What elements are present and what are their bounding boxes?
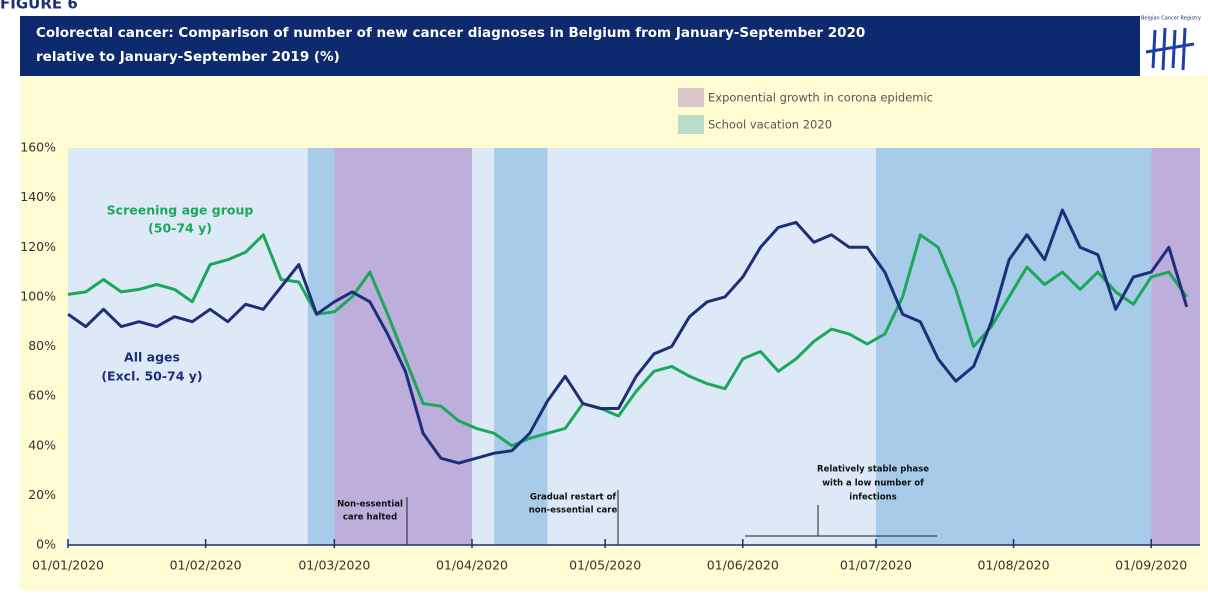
legend-swatch <box>678 115 704 134</box>
y-tick-label: 0% <box>36 537 56 552</box>
x-tick-label: 01/08/2020 <box>978 558 1050 573</box>
x-tick-label: 01/07/2020 <box>840 558 912 573</box>
annotation: Non-essential <box>337 500 403 510</box>
shaded-period <box>307 148 335 545</box>
shaded-period <box>1151 148 1200 545</box>
series-label: Screening age group <box>107 203 254 218</box>
series-label: All ages <box>124 350 180 365</box>
annotation: care halted <box>343 513 397 523</box>
x-tick-label: 01/01/2020 <box>32 558 104 573</box>
y-tick-label: 100% <box>20 288 56 303</box>
legend-swatch <box>678 88 704 107</box>
x-tick-label: 01/02/2020 <box>170 558 242 573</box>
annotation: non-essential care <box>529 506 618 516</box>
series-line <box>67 233 1188 448</box>
shaded-period <box>875 148 1152 545</box>
x-tick-label: 01/04/2020 <box>436 558 508 573</box>
x-tick-label: 01/03/2020 <box>298 558 370 573</box>
y-tick-label: 160% <box>20 140 56 155</box>
shaded-period <box>494 148 548 545</box>
annotation: infections <box>849 493 896 503</box>
y-tick-label: 140% <box>20 189 56 204</box>
series-label: (Excl. 50-74 y) <box>101 369 202 384</box>
logo-icon <box>1145 27 1195 71</box>
y-tick-label: 60% <box>28 388 56 403</box>
x-tick-label: 01/06/2020 <box>707 558 779 573</box>
shaded-period <box>334 148 472 545</box>
y-tick-label: 80% <box>28 338 56 353</box>
annotation: Relatively stable phase <box>817 465 929 475</box>
annotation: Gradual restart of <box>530 493 617 503</box>
annotation: with a low number of <box>822 479 924 489</box>
chart-title: Colorectal cancer: Comparison of number … <box>36 25 865 41</box>
y-tick-label: 40% <box>28 437 56 452</box>
y-tick-label: 20% <box>28 487 56 502</box>
legend-label: School vacation 2020 <box>708 118 832 132</box>
title-band <box>20 16 1140 76</box>
logo-text: Belgian Cancer Registry <box>1141 16 1201 22</box>
series-line <box>67 208 1189 465</box>
chart-title: relative to January-September 2019 (%) <box>36 49 340 65</box>
y-tick-label: 120% <box>20 239 56 254</box>
x-tick-label: 01/05/2020 <box>569 558 641 573</box>
figure-label: FIGURE 6 <box>0 0 78 13</box>
series-label: (50-74 y) <box>148 221 212 236</box>
x-tick-label: 01/09/2020 <box>1115 558 1187 573</box>
legend-label: Exponential growth in corona epidemic <box>708 91 933 105</box>
